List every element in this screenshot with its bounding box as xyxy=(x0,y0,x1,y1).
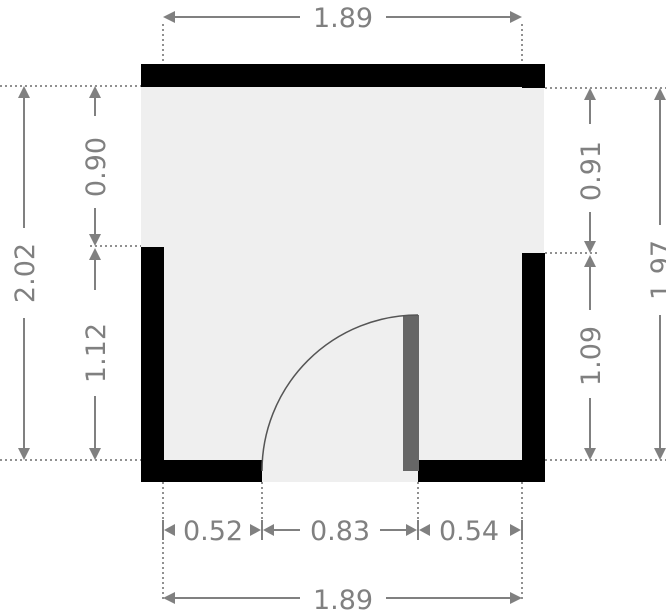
door-leaf xyxy=(403,315,419,471)
right-wall-lower xyxy=(522,253,545,482)
top-wall xyxy=(141,64,544,87)
dimension-label-right-upper: 0.91 xyxy=(576,141,607,201)
dimension-left-total: 2.02 xyxy=(10,86,41,460)
dimension-top-width: 1.89 xyxy=(163,3,522,34)
left-wall-lower xyxy=(141,247,164,482)
dimension-right-segments: 0.91 1.09 xyxy=(576,88,607,460)
dimension-left-segments: 0.90 1.12 xyxy=(81,86,112,460)
dimension-label-door-opening: 0.83 xyxy=(310,516,370,547)
bottom-wall-right xyxy=(418,460,545,482)
dimension-label-top-width: 1.89 xyxy=(313,3,373,34)
room-floor xyxy=(141,86,544,482)
dimension-label-right-total: 1.97 xyxy=(646,240,666,300)
dimension-label-left-total: 2.02 xyxy=(10,243,41,303)
dimension-bottom-segments: 0.52 0.83 0.54 xyxy=(162,516,523,547)
dimension-label-bottom-right-wall: 0.54 xyxy=(439,516,499,547)
right-wall-stub xyxy=(522,64,545,88)
dimension-bottom-width: 1.89 xyxy=(163,585,522,616)
bottom-wall-left xyxy=(141,460,262,482)
dimension-label-bottom-left-wall: 0.52 xyxy=(183,516,243,547)
dimension-label-bottom-width: 1.89 xyxy=(313,585,373,616)
dimension-label-right-lower: 1.09 xyxy=(576,326,607,386)
door-swing-arc xyxy=(261,314,419,472)
dimension-right-total: 1.97 xyxy=(646,88,666,460)
dimension-label-left-upper: 0.90 xyxy=(81,137,112,197)
dimension-label-left-lower: 1.12 xyxy=(81,323,112,383)
